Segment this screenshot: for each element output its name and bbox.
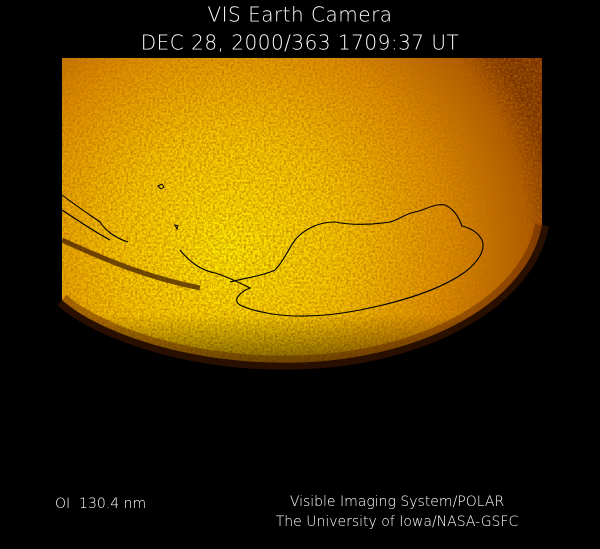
outer-halo xyxy=(57,223,549,370)
wavelength: OI 130.4 nm xyxy=(55,496,146,512)
earth-limb xyxy=(62,58,542,363)
credit-line: Visible Imaging System/POLAR xyxy=(290,494,504,510)
credit-line: The University of Iowa/NASA-GSFC xyxy=(276,514,519,530)
title: VIS Earth Camera xyxy=(207,3,392,27)
islands xyxy=(157,183,179,231)
dark-band xyxy=(62,237,201,291)
timestamp: DEC 28, 2000/363 1709:37 UT xyxy=(141,31,460,55)
earth-image xyxy=(62,58,542,363)
coastline xyxy=(61,194,484,317)
